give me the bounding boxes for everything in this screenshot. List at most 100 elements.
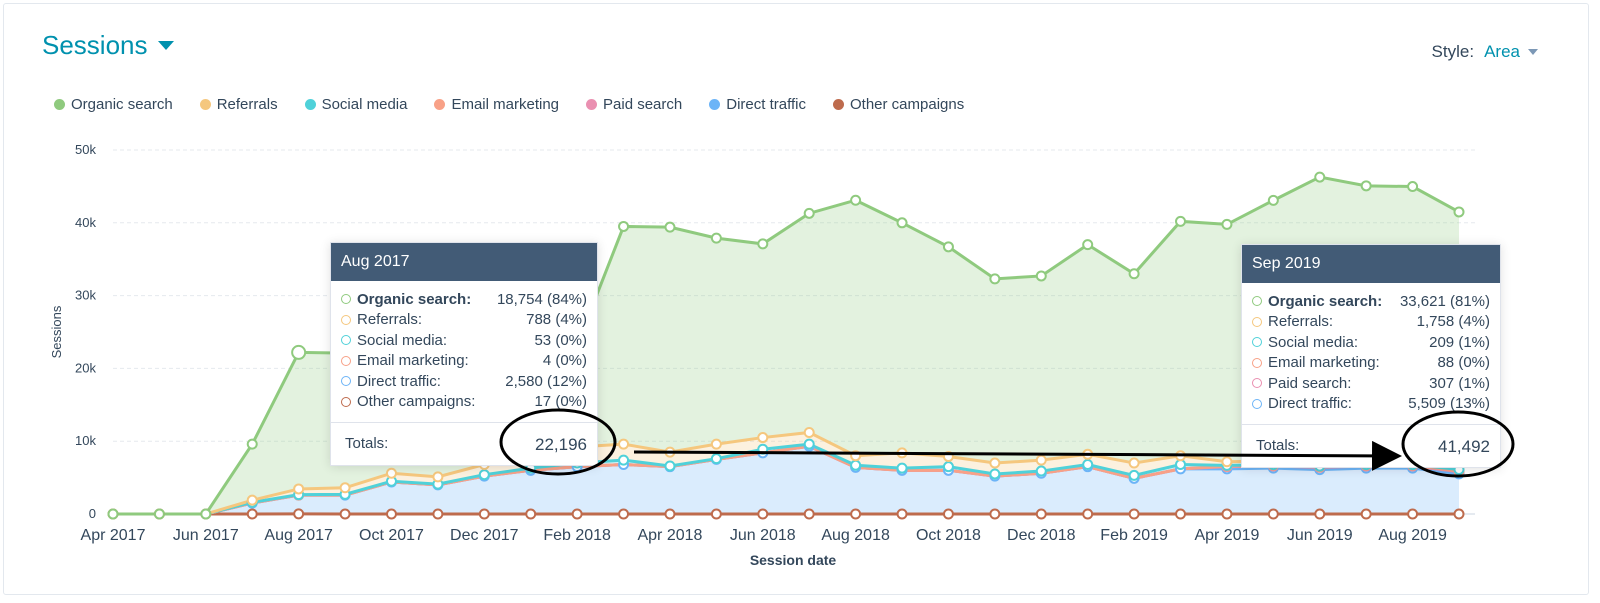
data-point — [339, 482, 351, 494]
data-point — [710, 232, 722, 244]
x-tick-label: Apr 2017 — [81, 527, 146, 544]
tooltip-series-value: 1,758 (4%) — [1416, 313, 1490, 331]
data-point — [153, 508, 165, 520]
data-point — [291, 344, 307, 360]
tooltip-series-name: Referrals: — [357, 311, 423, 329]
tooltip-totals-value: 41,492 — [1438, 437, 1490, 456]
tooltip-row: Direct traffic: 5,509 (13%) — [1252, 394, 1490, 415]
data-point — [850, 459, 862, 471]
data-point — [757, 508, 769, 520]
data-point — [1128, 268, 1140, 280]
data-point — [757, 443, 769, 455]
legend-item-social-media[interactable]: Social media — [304, 96, 408, 113]
series-circle-icon — [341, 376, 351, 387]
data-point — [1221, 456, 1233, 468]
tooltip-series-name: Social media: — [1268, 333, 1359, 351]
legend-label: Social media — [321, 96, 408, 113]
x-axis-label: Session date — [750, 552, 837, 568]
x-tick-label: Jun 2018 — [730, 527, 796, 544]
data-point — [107, 508, 119, 520]
data-point — [1175, 215, 1187, 227]
tooltip-series-value: 788 (4%) — [526, 311, 587, 329]
legend-item-direct-traffic[interactable]: Direct traffic — [709, 96, 806, 113]
tooltip-row: Organic search: 18,754 (84%) — [341, 289, 587, 310]
data-point — [989, 508, 1001, 520]
tooltip-row: Email marketing: 4 (0%) — [341, 351, 587, 372]
data-point — [1267, 194, 1279, 206]
x-tick-label: Oct 2018 — [916, 527, 981, 544]
legend-item-paid-search[interactable]: Paid search — [586, 96, 682, 113]
y-tick-label: 50k — [75, 142, 96, 157]
data-point — [942, 461, 954, 473]
y-tick-label: 0 — [89, 506, 96, 521]
data-point — [1314, 508, 1326, 520]
x-tick-label: Aug 2017 — [264, 527, 333, 544]
x-tick-label: Jun 2017 — [173, 527, 239, 544]
chevron-down-icon — [157, 41, 174, 50]
data-point — [385, 467, 397, 479]
data-point — [850, 194, 862, 206]
tooltip-title: Aug 2017 — [331, 243, 597, 281]
data-point — [1360, 180, 1372, 192]
data-point — [896, 447, 908, 459]
chart-style-selector[interactable]: Style: Area — [1432, 42, 1538, 62]
legend-dot-icon — [54, 99, 65, 110]
y-tick-label: 10k — [75, 433, 96, 448]
data-point — [1360, 508, 1372, 520]
data-point — [803, 438, 815, 450]
tooltip-series-name: Other campaigns: — [357, 393, 476, 411]
tooltip-totals-value: 22,196 — [535, 435, 587, 454]
data-point — [1035, 270, 1047, 282]
y-tick-label: 30k — [75, 288, 96, 303]
data-point — [339, 508, 351, 520]
tooltip-series-value: 307 (1%) — [1429, 374, 1490, 392]
series-circle-icon — [1252, 337, 1262, 348]
series-circle-icon — [1252, 316, 1262, 327]
data-point — [246, 438, 258, 450]
legend-item-organic-search[interactable]: Organic search — [54, 96, 173, 113]
line-social-media — [113, 442, 1460, 516]
data-point — [1453, 206, 1465, 218]
chart-legend: Organic search Referrals Social media Email… — [54, 96, 991, 113]
tooltip-series-value: 53 (0%) — [534, 331, 587, 349]
data-point — [989, 468, 1001, 480]
legend-label: Organic search — [71, 96, 173, 113]
data-point — [1128, 508, 1140, 520]
x-tick-label: Jun 2019 — [1287, 527, 1353, 544]
data-point — [664, 221, 676, 233]
tooltip-series-value: 88 (0%) — [1437, 354, 1490, 372]
tooltip-sep-2019: Sep 2019 Organic search: 33,621 (81%) Refer… — [1241, 244, 1501, 468]
data-point — [1453, 508, 1465, 520]
data-point — [757, 432, 769, 444]
tooltip-aug-2017: Aug 2017 Organic search: 18,754 (84%) Refer… — [330, 242, 598, 466]
series-circle-icon — [341, 396, 351, 407]
data-point — [1221, 508, 1233, 520]
report-title: Sessions — [42, 30, 148, 60]
tooltip-series-value: 33,621 (81%) — [1399, 292, 1490, 310]
x-tick-label: Feb 2018 — [543, 527, 611, 544]
legend-item-email-marketing[interactable]: Email marketing — [434, 96, 559, 113]
tooltip-series-name: Email marketing: — [1268, 354, 1380, 372]
tooltip-row: Other campaigns: 17 (0%) — [341, 392, 587, 413]
tooltip-series-value: 17 (0%) — [534, 393, 587, 411]
data-point — [478, 469, 490, 481]
data-point — [618, 438, 630, 450]
tooltip-title: Sep 2019 — [1242, 245, 1500, 283]
tooltip-row: Social media: 53 (0%) — [341, 330, 587, 351]
tooltip-totals-label: Totals: — [345, 435, 389, 452]
report-title-dropdown[interactable]: Sessions — [42, 30, 174, 61]
tooltip-series-value: 5,509 (13%) — [1408, 395, 1490, 413]
legend-item-referrals[interactable]: Referrals — [199, 96, 278, 113]
data-point — [942, 450, 954, 462]
tooltip-row: Email marketing: 88 (0%) — [1252, 353, 1490, 374]
style-value[interactable]: Area — [1484, 42, 1520, 61]
series-circle-icon — [1252, 357, 1262, 368]
legend-dot-icon — [199, 99, 211, 110]
data-point — [1314, 171, 1326, 183]
data-point — [293, 508, 305, 520]
y-axis-label: Sessions — [49, 305, 64, 358]
legend-item-other-campaigns[interactable]: Other campaigns — [832, 96, 964, 113]
data-point — [1128, 457, 1140, 469]
data-point — [942, 508, 954, 520]
data-point — [896, 508, 908, 520]
